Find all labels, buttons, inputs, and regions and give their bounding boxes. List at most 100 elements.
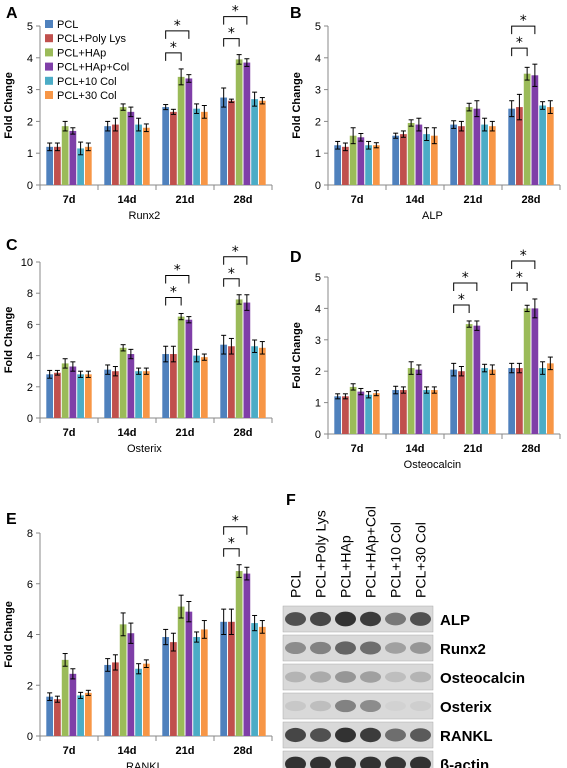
blot-band bbox=[285, 700, 306, 712]
blot-band bbox=[285, 727, 306, 743]
y-tick-label: 3 bbox=[315, 335, 321, 347]
x-tick-label: 7d bbox=[63, 745, 76, 757]
bar bbox=[127, 111, 135, 185]
blot-column-label: PCL+10 Col bbox=[388, 522, 404, 598]
x-tick-label: 14d bbox=[118, 427, 137, 439]
legend-swatch bbox=[45, 76, 53, 85]
bar bbox=[243, 62, 251, 185]
bar bbox=[415, 369, 423, 434]
bar bbox=[349, 135, 357, 185]
y-tick-label: 4 bbox=[27, 351, 33, 363]
bar bbox=[77, 374, 84, 418]
bar bbox=[104, 369, 112, 418]
y-axis-title: Fold Change bbox=[291, 322, 303, 389]
bar bbox=[235, 299, 243, 418]
bar bbox=[119, 347, 127, 418]
bar bbox=[220, 621, 228, 736]
bar bbox=[142, 127, 150, 185]
bar bbox=[539, 105, 546, 185]
significance-bracket bbox=[223, 256, 248, 265]
significance-star: * bbox=[174, 262, 181, 278]
significance-bracket bbox=[223, 278, 240, 287]
bar bbox=[508, 108, 516, 185]
legend-swatch bbox=[45, 48, 53, 57]
significance-bracket bbox=[511, 282, 528, 291]
bar bbox=[251, 346, 258, 418]
legend-label: PCL+HAp bbox=[57, 47, 106, 59]
bar bbox=[193, 355, 200, 418]
blot-row-label: Runx2 bbox=[440, 641, 486, 658]
y-tick-label: 4 bbox=[27, 53, 33, 65]
blot-band bbox=[335, 611, 356, 627]
bar bbox=[523, 73, 531, 185]
y-tick-label: 0 bbox=[27, 731, 33, 743]
y-tick-label: 0 bbox=[27, 413, 33, 425]
bar bbox=[235, 59, 243, 185]
bar bbox=[372, 393, 380, 434]
x-tick-label: 28d bbox=[522, 443, 541, 455]
y-tick-label: 5 bbox=[315, 21, 321, 33]
bar bbox=[46, 146, 54, 185]
blot-band bbox=[385, 642, 406, 654]
significance-bracket bbox=[453, 282, 478, 291]
legend-label: PCL bbox=[57, 19, 78, 31]
x-tick-label: 7d bbox=[63, 427, 76, 439]
bar bbox=[465, 107, 473, 185]
x-axis-title: Runx2 bbox=[129, 210, 161, 222]
blot-band bbox=[310, 700, 331, 712]
blot-row-label: ALP bbox=[440, 612, 470, 629]
bar bbox=[407, 122, 415, 185]
bar bbox=[77, 148, 84, 185]
bar bbox=[372, 145, 380, 185]
legend-swatch bbox=[45, 20, 53, 28]
significance-star: * bbox=[232, 4, 239, 20]
bar bbox=[481, 124, 488, 185]
bar bbox=[473, 325, 481, 434]
bar bbox=[46, 374, 54, 418]
blot-band bbox=[360, 727, 381, 743]
panel-letter: D bbox=[290, 249, 302, 266]
bar bbox=[473, 108, 481, 185]
x-tick-label: 21d bbox=[176, 427, 195, 439]
blot-band bbox=[335, 671, 356, 683]
significance-star: * bbox=[170, 284, 177, 300]
y-tick-label: 0 bbox=[315, 180, 321, 192]
blot-column-label: PCL+HAp bbox=[338, 535, 354, 598]
bar bbox=[69, 366, 77, 418]
blot-band bbox=[285, 671, 306, 683]
y-tick-label: 4 bbox=[315, 303, 321, 315]
blot-row-label: Osterix bbox=[440, 699, 492, 716]
x-tick-label: 14d bbox=[118, 194, 137, 206]
bar bbox=[423, 390, 430, 434]
blot-band bbox=[335, 641, 356, 655]
bar bbox=[546, 363, 554, 434]
y-axis-title: Fold Change bbox=[3, 601, 15, 668]
x-tick-label: 7d bbox=[351, 443, 364, 455]
blot-band bbox=[385, 671, 406, 683]
bar bbox=[193, 108, 200, 185]
bar bbox=[258, 626, 266, 736]
bar bbox=[357, 391, 365, 434]
x-tick-label: 28d bbox=[522, 194, 541, 206]
bar bbox=[539, 368, 546, 434]
bar bbox=[342, 146, 349, 185]
bar bbox=[170, 642, 177, 736]
bar bbox=[450, 369, 458, 434]
legend-label: PCL+Poly Lys bbox=[57, 33, 126, 45]
blot-band bbox=[360, 699, 381, 713]
chart-panel-d: D 0 1 2 3 4 5 7d 14d 21d 28d * * * * Osteocalcin Fold Ch… bbox=[290, 248, 561, 471]
significance-bracket bbox=[453, 304, 470, 313]
significance-star: * bbox=[228, 26, 235, 42]
x-tick-label: 21d bbox=[176, 745, 195, 757]
y-tick-label: 8 bbox=[27, 288, 33, 300]
significance-star: * bbox=[462, 270, 469, 286]
blot-row-label: Osteocalcin bbox=[440, 670, 525, 687]
blot-band bbox=[360, 671, 381, 683]
bar bbox=[112, 124, 119, 185]
bar bbox=[243, 302, 251, 418]
bar bbox=[112, 371, 119, 418]
y-tick-label: 6 bbox=[27, 319, 33, 331]
significance-bracket bbox=[511, 25, 536, 35]
blot-band bbox=[410, 728, 431, 742]
legend: PCL PCL+Poly Lys PCL+HAp PCL+HAp+Col PCL+10 … bbox=[45, 19, 129, 102]
